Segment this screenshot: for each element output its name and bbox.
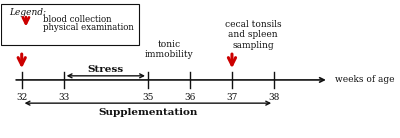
Text: Stress: Stress [88,65,124,75]
Text: 38: 38 [268,93,280,102]
FancyBboxPatch shape [1,4,140,45]
Text: blood collection: blood collection [43,15,111,24]
Text: 32: 32 [16,93,27,102]
Text: weeks of age: weeks of age [335,75,394,84]
Text: tonic
immobility: tonic immobility [144,40,193,59]
Text: 37: 37 [226,93,238,102]
Text: 36: 36 [184,93,196,102]
Text: Supplementation: Supplementation [98,108,198,117]
Text: 33: 33 [58,93,69,102]
Text: 35: 35 [142,93,154,102]
Text: cecal tonsils
and spleen
sampling: cecal tonsils and spleen sampling [225,20,281,50]
Text: Legend:: Legend: [9,8,46,17]
Text: physical examination: physical examination [43,23,134,32]
